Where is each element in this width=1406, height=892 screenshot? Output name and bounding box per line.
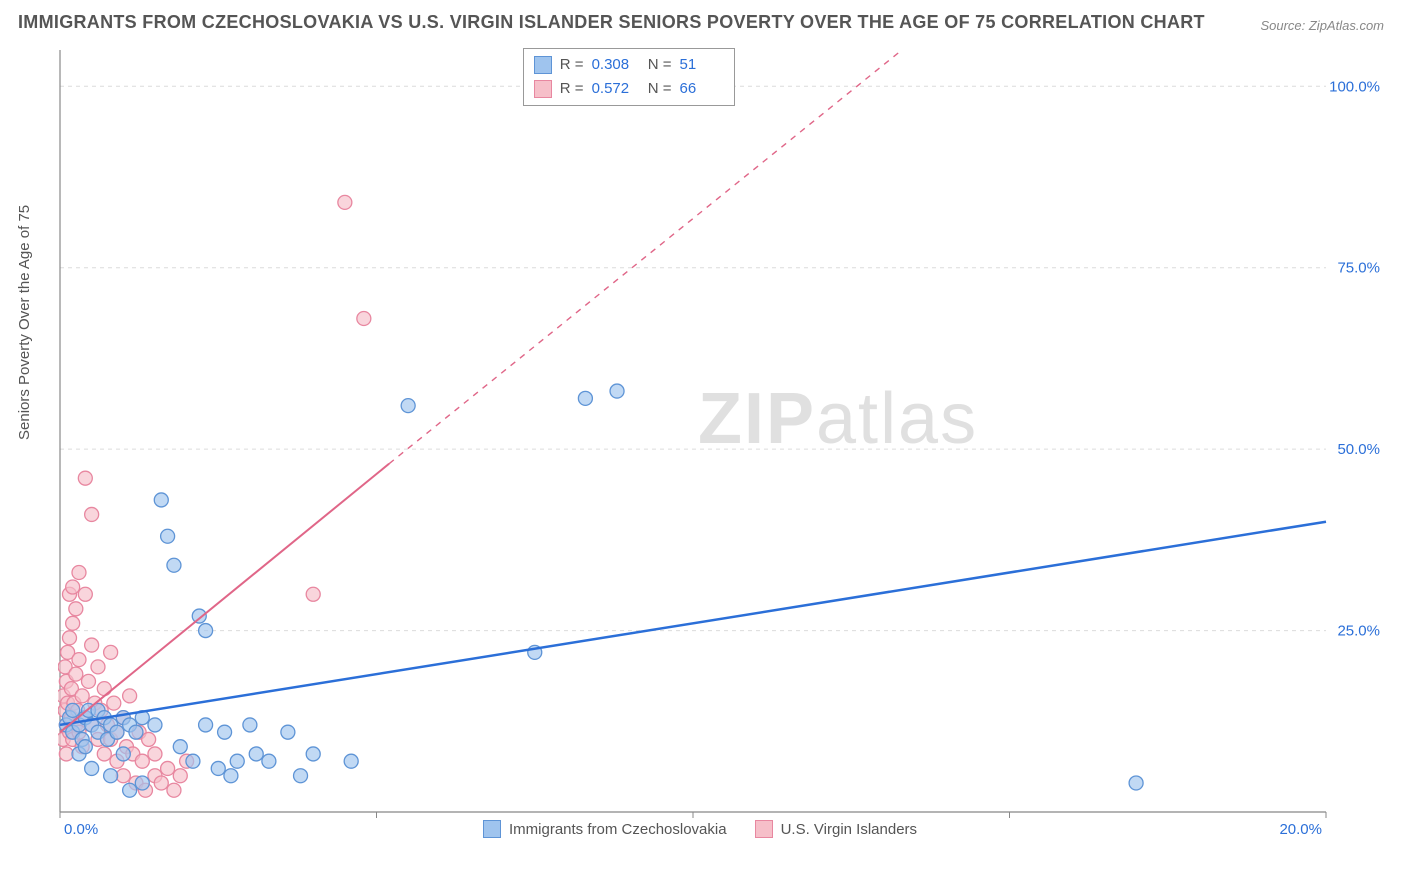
data-point: [75, 689, 89, 703]
data-point: [167, 558, 181, 572]
trend-line: [60, 522, 1326, 725]
stat-n-value: 66: [680, 77, 724, 101]
data-point: [230, 754, 244, 768]
correlation-stats-box: R = 0.308 N = 51 R = 0.572 N = 66: [523, 48, 735, 106]
data-point: [59, 747, 73, 761]
data-point: [192, 609, 206, 623]
data-point: [306, 587, 320, 601]
data-point: [211, 761, 225, 775]
stat-label: N =: [644, 53, 672, 77]
stat-label: R =: [560, 77, 584, 101]
data-point: [104, 769, 118, 783]
stats-row: R = 0.308 N = 51: [534, 53, 724, 77]
data-point: [110, 725, 124, 739]
data-point: [199, 718, 213, 732]
stat-r-value: 0.308: [592, 53, 636, 77]
bottom-legend: Immigrants from Czechoslovakia U.S. Virgi…: [483, 820, 917, 838]
data-point: [129, 725, 143, 739]
data-point: [116, 769, 130, 783]
chart-title: IMMIGRANTS FROM CZECHOSLOVAKIA VS U.S. V…: [18, 12, 1205, 33]
legend-swatch: [483, 820, 501, 838]
data-point: [66, 580, 80, 594]
data-point: [97, 747, 111, 761]
stat-label: N =: [644, 77, 672, 101]
data-point: [81, 674, 95, 688]
legend-label: U.S. Virgin Islanders: [781, 821, 917, 838]
data-point: [249, 747, 263, 761]
data-point: [199, 624, 213, 638]
data-point: [218, 725, 232, 739]
data-point: [91, 660, 105, 674]
data-point: [78, 740, 92, 754]
data-point: [85, 761, 99, 775]
data-point: [142, 732, 156, 746]
data-point: [243, 718, 257, 732]
data-point: [154, 776, 168, 790]
data-point: [78, 471, 92, 485]
data-point: [281, 725, 295, 739]
chart-svg: 25.0% 50.0% 75.0% 100.0% 0.0% 20.0%: [58, 48, 1386, 840]
trend-line-extrapolated: [389, 50, 902, 464]
data-point: [1129, 776, 1143, 790]
x-tick-label: 0.0%: [64, 821, 98, 838]
data-point: [135, 776, 149, 790]
data-point: [66, 703, 80, 717]
data-point: [69, 667, 83, 681]
stats-row: R = 0.572 N = 66: [534, 77, 724, 101]
data-point: [78, 587, 92, 601]
y-tick-label: 25.0%: [1337, 623, 1380, 640]
data-point: [357, 312, 371, 326]
data-point: [97, 682, 111, 696]
data-point: [173, 740, 187, 754]
data-point: [148, 718, 162, 732]
data-point: [154, 493, 168, 507]
data-point: [66, 616, 80, 630]
data-point: [610, 384, 624, 398]
data-point: [123, 783, 137, 797]
x-tick-label: 20.0%: [1279, 821, 1322, 838]
data-point: [224, 769, 238, 783]
data-point: [186, 754, 200, 768]
data-point: [116, 747, 130, 761]
stat-n-value: 51: [680, 53, 724, 77]
data-point: [104, 645, 118, 659]
stat-r-value: 0.572: [592, 77, 636, 101]
data-point: [62, 631, 76, 645]
source-label: Source: ZipAtlas.com: [1260, 18, 1384, 33]
data-point: [306, 747, 320, 761]
data-point: [167, 783, 181, 797]
data-point: [123, 689, 137, 703]
legend-label: Immigrants from Czechoslovakia: [509, 821, 727, 838]
trend-line: [60, 464, 389, 733]
data-point: [578, 391, 592, 405]
data-point: [69, 602, 83, 616]
stat-label: R =: [560, 53, 584, 77]
data-point: [262, 754, 276, 768]
data-point: [135, 754, 149, 768]
data-point: [85, 507, 99, 521]
legend-item: Immigrants from Czechoslovakia: [483, 820, 727, 838]
legend-swatch: [755, 820, 773, 838]
legend-swatch: [534, 56, 552, 74]
data-point: [161, 529, 175, 543]
data-point: [85, 638, 99, 652]
data-point: [173, 769, 187, 783]
legend-swatch: [534, 80, 552, 98]
data-point: [148, 747, 162, 761]
y-tick-label: 100.0%: [1329, 78, 1380, 95]
y-axis-label: Seniors Poverty Over the Age of 75: [16, 205, 33, 440]
data-point: [338, 195, 352, 209]
data-point: [294, 769, 308, 783]
data-point: [107, 696, 121, 710]
data-point: [72, 566, 86, 580]
data-point: [161, 761, 175, 775]
y-tick-label: 50.0%: [1337, 441, 1380, 458]
scatter-chart: 25.0%50.0%75.0%100.0%0.0%20.0% ZIPatlas …: [58, 48, 1386, 840]
legend-item: U.S. Virgin Islanders: [755, 820, 917, 838]
data-point: [72, 653, 86, 667]
data-point: [401, 399, 415, 413]
data-point: [344, 754, 358, 768]
y-tick-label: 75.0%: [1337, 260, 1380, 277]
